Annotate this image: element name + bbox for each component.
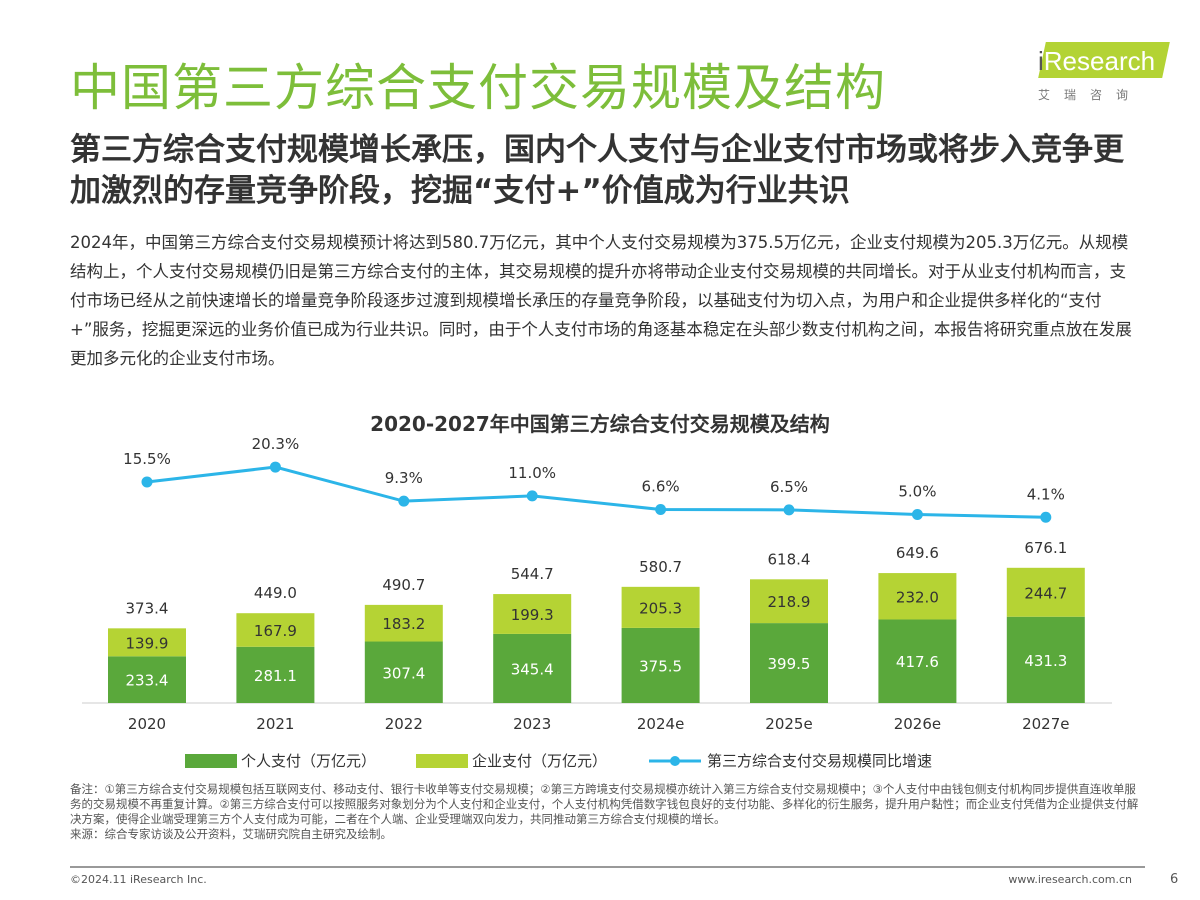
x-tick-label: 2027e	[1022, 715, 1069, 733]
bar-label-personal: 417.6	[896, 653, 939, 671]
growth-point	[1040, 511, 1052, 523]
growth-point	[783, 504, 795, 516]
bar-label-enterprise: 244.7	[1024, 584, 1067, 602]
growth-label: 6.6%	[642, 478, 680, 496]
bar-label-personal: 233.4	[126, 672, 169, 690]
growth-point	[526, 490, 538, 502]
growth-label: 5.0%	[898, 483, 936, 501]
chart-title: 2020-2027年中国第三方综合支付交易规模及结构	[370, 412, 830, 436]
bar-personal	[108, 656, 186, 703]
bar-enterprise	[750, 579, 828, 624]
x-tick-label: 2021	[256, 715, 294, 733]
source-text: 来源：综合专家访谈及公开资料，艾瑞研究院自主研究及绘制。	[70, 827, 392, 841]
bar-enterprise	[621, 586, 700, 628]
legend-label: 企业支付（万亿元）	[472, 752, 608, 770]
legend-label: 第三方综合支付交易规模同比增速	[707, 752, 933, 770]
body-text: 2024年，中国第三方综合支付交易规模预计将达到580.7万亿元，其中个人支付交…	[70, 233, 1132, 368]
total-label: 580.7	[639, 558, 682, 576]
bar-personal	[1006, 616, 1085, 703]
chart-legend: 个人支付（万亿元） 企业支付（万亿元） 第三方综合支付交易规模同比增速	[185, 750, 932, 771]
x-tick-label: 2025e	[765, 715, 812, 733]
footer-divider	[70, 866, 1145, 868]
total-label: 676.1	[1024, 539, 1067, 557]
bar-enterprise	[364, 604, 443, 642]
growth-label: 15.5%	[123, 450, 171, 468]
bar-label-personal: 345.4	[511, 660, 554, 678]
growth-label: 20.3%	[252, 435, 300, 453]
growth-point	[398, 495, 410, 507]
bar-label-personal: 375.5	[639, 657, 682, 675]
total-label: 544.7	[511, 565, 554, 583]
x-tick-label: 2020	[128, 715, 166, 733]
notes: 备注：①第三方综合支付交易规模包括互联网支付、移动支付、银行卡收单等支付交易规模…	[70, 782, 1140, 842]
copyright: ©2024.11 iResearch Inc.	[70, 873, 207, 886]
growth-point	[269, 461, 281, 473]
growth-label: 4.1%	[1027, 485, 1065, 503]
growth-line	[146, 465, 1046, 519]
bar-label-personal: 399.5	[768, 655, 811, 673]
growth-label: 11.0%	[508, 464, 556, 482]
bar-label-enterprise: 205.3	[639, 599, 682, 617]
bar-personal	[621, 627, 700, 703]
total-label: 618.4	[768, 550, 811, 568]
bar-enterprise	[1006, 567, 1085, 617]
x-tick-label: 2022	[385, 715, 423, 733]
growth-label: 6.5%	[770, 478, 808, 496]
growth-point	[911, 509, 923, 520]
x-tick-label: 2024e	[637, 715, 684, 733]
bar-personal	[878, 619, 957, 703]
growth-label: 9.3%	[385, 469, 423, 487]
page-title: 中国第三方综合支付交易规模及结构	[70, 59, 886, 117]
bar-personal	[750, 623, 828, 703]
bar-label-personal: 307.4	[382, 664, 425, 682]
total-label: 373.4	[126, 599, 169, 617]
bar-enterprise	[236, 613, 315, 647]
x-tick-label: 2026e	[894, 715, 941, 733]
bar-label-enterprise: 183.2	[382, 615, 425, 633]
bar-enterprise	[878, 573, 957, 620]
total-label: 490.7	[382, 576, 425, 594]
legend-item-enterprise: 企业支付（万亿元）	[416, 750, 607, 771]
bar-personal	[236, 646, 315, 703]
total-label: 449.0	[254, 584, 297, 602]
bar-label-personal: 281.1	[254, 667, 297, 685]
total-label: 649.6	[896, 544, 939, 562]
legend-item-growth: 第三方综合支付交易规模同比增速	[647, 750, 932, 771]
website-link[interactable]: www.iresearch.com.cn	[1008, 873, 1132, 886]
bar-enterprise	[493, 594, 572, 634]
subtitle: 第三方综合支付规模增长承压，国内个人支付与企业支付市场或将步入竞争更加激烈的存量…	[70, 132, 1124, 209]
legend-item-personal: 个人支付（万亿元）	[185, 750, 376, 771]
page-number: 6	[1170, 872, 1179, 887]
x-tick-label: 2023	[513, 715, 551, 733]
bar-label-enterprise: 218.9	[768, 593, 811, 611]
bar-personal	[364, 641, 443, 703]
bar-label-enterprise: 139.9	[126, 634, 169, 652]
legend-label: 个人支付（万亿元）	[241, 752, 377, 770]
bar-label-enterprise: 167.9	[254, 622, 297, 640]
bar-personal	[493, 633, 572, 703]
bar-label-enterprise: 232.0	[896, 588, 939, 606]
bar-label-personal: 431.3	[1024, 652, 1067, 670]
note-text: 备注：①第三方综合支付交易规模包括互联网支付、移动支付、银行卡收单等支付交易规模…	[70, 782, 1139, 826]
iresearch-logo: iResearch 艾瑞咨询	[1030, 40, 1170, 105]
bar-label-enterprise: 199.3	[511, 606, 554, 624]
bar-enterprise	[108, 628, 186, 657]
growth-point	[655, 504, 667, 516]
growth-point	[141, 476, 153, 488]
